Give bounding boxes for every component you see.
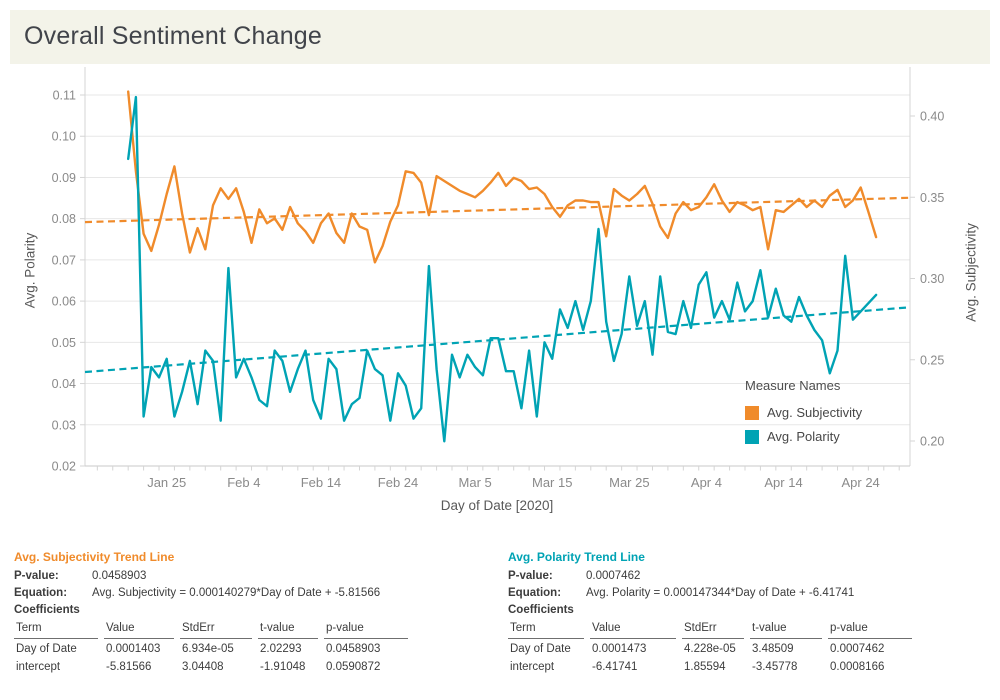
table-row: intercept -5.81566 3.04408 -1.91048 0.05… [14, 657, 408, 675]
sentiment-line-chart: 0.02 0.03 0.04 0.05 0.06 0.07 0.08 0.09 0.10 0.11… [52, 67, 944, 490]
legend-item-polarity[interactable]: Avg. Polarity [745, 429, 920, 444]
cell-pvalue: 0.0458903 [326, 643, 381, 655]
equation-label: Equation: [508, 587, 562, 599]
left-axis-tick-label: 0.10 [52, 130, 76, 144]
col-value: Value [104, 619, 174, 639]
cell-stderr: 6.934e-05 [182, 643, 234, 655]
p-value-row: P-value: 0.0458903 [14, 568, 484, 585]
right-axis-title: Avg. Subjectivity [963, 223, 979, 322]
page-title: Overall Sentiment Change [24, 22, 323, 50]
cell-pvalue: 0.0007462 [830, 643, 885, 655]
col-pvalue: p-value [828, 619, 912, 639]
col-term: Term [508, 619, 584, 639]
legend-item-subjectivity[interactable]: Avg. Subjectivity [745, 405, 920, 420]
p-value-value: 0.0007462 [586, 570, 641, 582]
equation-label: Equation: [14, 587, 68, 599]
left-axis-tick-label: 0.06 [52, 295, 76, 309]
p-value-label: P-value: [14, 570, 59, 582]
cell-tvalue: -1.91048 [260, 661, 306, 673]
col-value: Value [590, 619, 676, 639]
x-axis-tick-label: Feb 4 [227, 475, 260, 490]
left-axis-tick-label: 0.02 [52, 460, 76, 474]
legend-swatch-orange-icon [745, 405, 759, 420]
left-axis-tick-label: 0.11 [53, 89, 76, 103]
coefficients-table: Term Value StdErr t-value p-value Day of… [502, 619, 918, 675]
x-axis-tick-label: Mar 25 [609, 475, 649, 490]
coefficients-label: Coefficients [14, 604, 80, 616]
coefficients-table: Term Value StdErr t-value p-value Day of… [8, 619, 414, 675]
cell-value: 0.0001403 [106, 643, 161, 655]
p-value-label: P-value: [508, 570, 553, 582]
trend-table-title: Avg. Subjectivity Trend Line [14, 550, 175, 564]
legend-title: Measure Names [745, 378, 841, 393]
cell-stderr: 4.228e-05 [684, 643, 736, 655]
cell-value: 0.0001473 [592, 643, 647, 655]
equation-row: Equation: Avg. Polarity = 0.000147344*Da… [508, 585, 978, 602]
right-axis-tick-label: 0.20 [920, 435, 944, 449]
right-axis-tick-label: 0.35 [920, 191, 944, 205]
p-value-value: 0.0458903 [92, 570, 147, 582]
right-axis-tick-label: 0.40 [920, 110, 944, 124]
col-stderr: StdErr [180, 619, 252, 639]
x-axis-tick-label: Mar 5 [459, 475, 492, 490]
cell-stderr: 3.04408 [182, 661, 224, 673]
col-stderr: StdErr [682, 619, 744, 639]
cell-value: -6.41741 [592, 661, 638, 673]
left-axis-tick-label: 0.04 [52, 377, 76, 391]
x-axis-tick-label: Apr 14 [764, 475, 802, 490]
x-axis-tick-label: Mar 15 [532, 475, 572, 490]
col-term: Term [14, 619, 98, 639]
left-axis-tick-label: 0.07 [52, 253, 76, 267]
title-bar: Overall Sentiment Change [10, 10, 990, 64]
equation-row: Equation: Avg. Subjectivity = 0.00014027… [14, 585, 484, 602]
left-axis-tick-label: 0.08 [52, 212, 76, 226]
right-axis-tick-label: 0.30 [920, 272, 944, 286]
col-tvalue: t-value [258, 619, 318, 639]
cell-pvalue: 0.0590872 [326, 661, 381, 673]
x-axis-tick-label: Apr 24 [841, 475, 879, 490]
x-axis-tick-label: Feb 24 [378, 475, 418, 490]
table-row: Day of Date 0.0001473 4.228e-05 3.48509 … [508, 639, 912, 657]
series-line-avg-polarity[interactable] [126, 95, 878, 443]
cell-pvalue: 0.0008166 [830, 661, 885, 673]
col-tvalue: t-value [750, 619, 822, 639]
cell-term: Day of Date [16, 643, 77, 655]
cell-tvalue: 3.48509 [752, 643, 794, 655]
legend-swatch-teal-icon [745, 429, 759, 444]
table-row: Day of Date 0.0001403 6.934e-05 2.02293 … [14, 639, 408, 657]
cell-value: -5.81566 [106, 661, 152, 673]
col-pvalue: p-value [324, 619, 408, 639]
polarity-trend-table: Avg. Polarity Trend Line P-value: 0.0007… [508, 550, 978, 675]
cell-stderr: 1.85594 [684, 661, 726, 673]
table-row: intercept -6.41741 1.85594 -3.45778 0.00… [508, 657, 912, 675]
legend-measure-names: Measure Names Avg. Subjectivity Avg. Pol… [745, 378, 920, 453]
x-axis-tick-label: Feb 14 [301, 475, 341, 490]
coefficients-label: Coefficients [508, 604, 574, 616]
left-axis-title: Avg. Polarity [22, 232, 38, 309]
x-axis-title: Day of Date [2020] [440, 498, 554, 513]
series-line-avg-subjectivity[interactable] [126, 90, 878, 264]
equation-value: Avg. Polarity = 0.000147344*Day of Date … [586, 587, 855, 599]
legend-item-label: Avg. Polarity [767, 429, 840, 444]
cell-term: Day of Date [510, 643, 571, 655]
cell-tvalue: -3.45778 [752, 661, 798, 673]
coefficients-header-row: Term Value StdErr t-value p-value [508, 619, 912, 639]
equation-value: Avg. Subjectivity = 0.000140279*Day of D… [92, 587, 381, 599]
cell-term: intercept [510, 661, 555, 673]
coefficients-header-row: Term Value StdErr t-value p-value [14, 619, 408, 639]
p-value-row: P-value: 0.0007462 [508, 568, 978, 585]
trend-table-title: Avg. Polarity Trend Line [508, 550, 645, 564]
x-axis-tick-label: Jan 25 [147, 475, 186, 490]
left-axis-tick-label: 0.03 [52, 418, 76, 432]
cell-term: intercept [16, 661, 61, 673]
legend-item-label: Avg. Subjectivity [767, 405, 863, 420]
subjectivity-trend-table: Avg. Subjectivity Trend Line P-value: 0.… [14, 550, 484, 675]
left-axis-tick-label: 0.09 [52, 171, 76, 185]
x-axis-tick-label: Apr 4 [691, 475, 722, 490]
right-axis-tick-label: 0.25 [920, 353, 944, 367]
left-axis-tick-label: 0.05 [52, 336, 76, 350]
cell-tvalue: 2.02293 [260, 643, 302, 655]
